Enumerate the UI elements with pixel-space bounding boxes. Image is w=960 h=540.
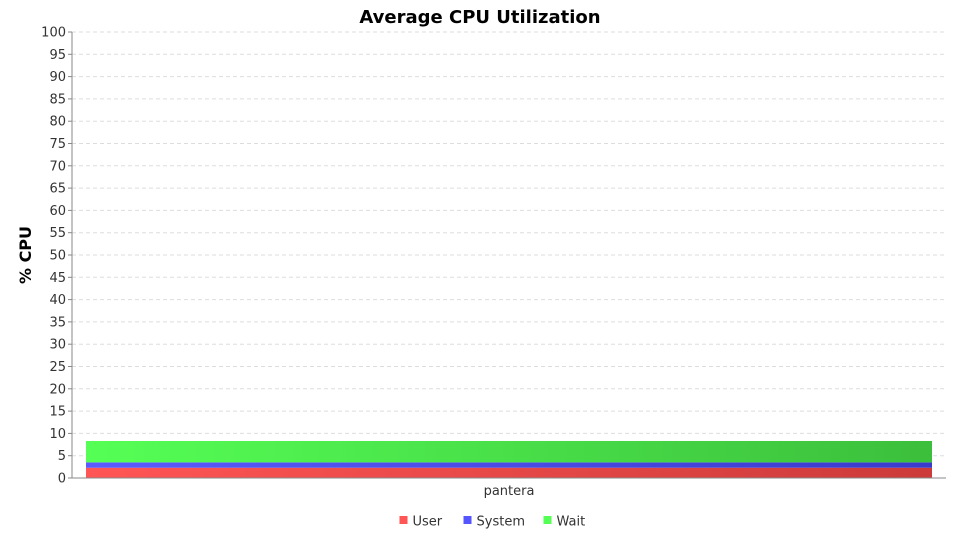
legend-swatch-system: [463, 516, 472, 524]
legend-label-wait: Wait: [557, 515, 586, 530]
y-tick-label: 85: [49, 92, 66, 107]
grid-lines: [72, 31, 946, 457]
bars: [86, 440, 932, 478]
legend: User System Wait: [399, 515, 586, 530]
y-tick-label: 100: [41, 26, 66, 41]
bar-system-pantera: [86, 462, 932, 468]
legend-label-system: System: [477, 515, 525, 530]
y-axis-label: % CPU: [16, 226, 35, 284]
y-tick-label: 15: [49, 405, 66, 420]
x-category-label: pantera: [484, 484, 535, 499]
y-tick-label: 0: [58, 472, 66, 487]
y-tick-label: 75: [49, 137, 66, 152]
y-tick-label: 30: [49, 338, 66, 353]
y-tick-label: 50: [49, 249, 66, 264]
y-tick-label: 5: [58, 449, 66, 464]
y-tick-label: 35: [49, 315, 66, 330]
chart-title: Average CPU Utilization: [359, 7, 600, 28]
x-axis-categories: pantera: [484, 484, 535, 499]
y-tick-label: 80: [49, 115, 66, 130]
y-tick-label: 25: [49, 360, 66, 375]
y-tick-label: 65: [49, 182, 66, 197]
y-tick-label: 90: [49, 70, 66, 85]
y-axis-ticks: 0 5 10 15 20 25 30 35 40 45 50 55 60 65 70 75 80 85 90 95 10…: [41, 26, 72, 487]
y-tick-label: 40: [49, 293, 66, 308]
y-tick-label: 10: [49, 427, 66, 442]
y-tick-label: 55: [49, 226, 66, 241]
legend-swatch-wait: [543, 516, 552, 524]
bar-wait-pantera: [86, 440, 932, 463]
y-tick-label: 70: [49, 159, 66, 174]
bar-user-pantera: [86, 467, 932, 478]
y-tick-label: 20: [49, 382, 66, 397]
legend-swatch-user: [399, 516, 408, 524]
y-tick-label: 60: [49, 204, 66, 219]
legend-label-user: User: [413, 515, 443, 530]
y-tick-label: 45: [49, 271, 66, 286]
y-tick-label: 95: [49, 48, 66, 63]
